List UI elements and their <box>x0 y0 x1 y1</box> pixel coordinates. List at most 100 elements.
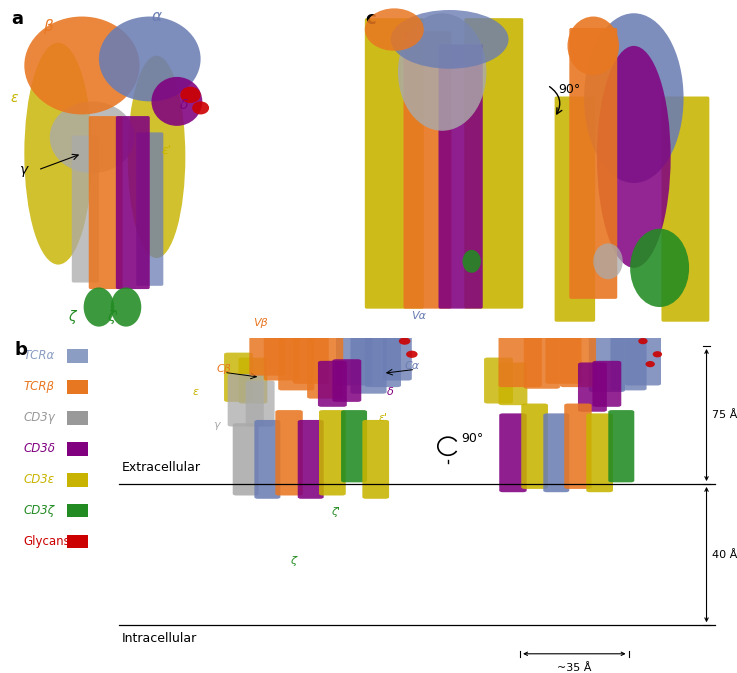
FancyBboxPatch shape <box>498 363 528 405</box>
Ellipse shape <box>181 87 200 103</box>
Ellipse shape <box>567 17 619 75</box>
Text: TCRα: TCRα <box>24 349 55 362</box>
FancyBboxPatch shape <box>71 136 99 283</box>
FancyBboxPatch shape <box>66 442 88 456</box>
FancyBboxPatch shape <box>319 410 346 495</box>
FancyBboxPatch shape <box>298 420 324 499</box>
FancyBboxPatch shape <box>66 411 88 425</box>
Text: ε: ε <box>10 91 18 105</box>
Ellipse shape <box>24 17 139 114</box>
Text: ζ': ζ' <box>107 310 118 324</box>
FancyBboxPatch shape <box>521 404 548 489</box>
FancyBboxPatch shape <box>589 330 625 392</box>
FancyBboxPatch shape <box>661 96 709 322</box>
FancyBboxPatch shape <box>565 404 592 489</box>
Text: CD3ζ: CD3ζ <box>24 504 55 517</box>
Text: 75 Å: 75 Å <box>712 410 737 420</box>
FancyBboxPatch shape <box>278 331 314 390</box>
Text: γ: γ <box>214 420 220 430</box>
Text: c: c <box>365 10 375 28</box>
Text: β: β <box>43 19 53 34</box>
Text: α: α <box>152 9 161 24</box>
FancyBboxPatch shape <box>66 534 88 548</box>
Ellipse shape <box>630 229 689 307</box>
FancyBboxPatch shape <box>365 328 401 387</box>
FancyBboxPatch shape <box>543 413 569 492</box>
FancyBboxPatch shape <box>233 423 259 495</box>
FancyBboxPatch shape <box>578 363 607 412</box>
FancyBboxPatch shape <box>336 323 372 386</box>
FancyBboxPatch shape <box>383 328 412 380</box>
FancyBboxPatch shape <box>365 18 424 309</box>
Text: ζ: ζ <box>68 310 75 324</box>
Text: 90°: 90° <box>461 431 483 444</box>
FancyBboxPatch shape <box>341 410 367 483</box>
Text: ζ: ζ <box>290 556 296 566</box>
Text: 90°: 90° <box>559 83 581 96</box>
FancyBboxPatch shape <box>404 31 451 309</box>
Ellipse shape <box>84 287 114 326</box>
FancyBboxPatch shape <box>439 44 483 309</box>
Ellipse shape <box>391 10 509 69</box>
Ellipse shape <box>99 17 200 102</box>
FancyBboxPatch shape <box>239 357 268 404</box>
Ellipse shape <box>152 77 202 126</box>
FancyBboxPatch shape <box>66 503 88 518</box>
Ellipse shape <box>365 8 424 50</box>
Text: Intracellular: Intracellular <box>122 633 197 645</box>
Ellipse shape <box>597 46 671 268</box>
FancyBboxPatch shape <box>593 361 621 406</box>
FancyBboxPatch shape <box>554 96 595 322</box>
FancyBboxPatch shape <box>66 349 88 363</box>
Text: Glycans: Glycans <box>24 534 70 548</box>
Text: CD3γ: CD3γ <box>24 411 55 424</box>
Ellipse shape <box>111 287 142 326</box>
FancyBboxPatch shape <box>307 336 343 398</box>
FancyBboxPatch shape <box>88 116 122 289</box>
FancyBboxPatch shape <box>228 374 264 427</box>
Text: ε: ε <box>192 387 198 397</box>
Ellipse shape <box>463 250 481 273</box>
Ellipse shape <box>638 338 648 345</box>
FancyBboxPatch shape <box>464 18 523 309</box>
Text: CD3δ: CD3δ <box>24 442 55 455</box>
FancyBboxPatch shape <box>545 331 581 384</box>
Ellipse shape <box>653 351 662 357</box>
FancyBboxPatch shape <box>66 380 88 394</box>
FancyBboxPatch shape <box>254 420 280 499</box>
Text: Cβ: Cβ <box>217 364 231 374</box>
FancyBboxPatch shape <box>363 420 389 499</box>
Ellipse shape <box>192 102 209 114</box>
FancyBboxPatch shape <box>224 353 253 402</box>
Text: ε': ε' <box>378 413 388 423</box>
FancyBboxPatch shape <box>318 361 347 406</box>
FancyBboxPatch shape <box>610 331 646 390</box>
FancyBboxPatch shape <box>245 380 275 427</box>
Ellipse shape <box>646 361 655 367</box>
Text: a: a <box>11 10 23 28</box>
Ellipse shape <box>398 13 486 131</box>
FancyBboxPatch shape <box>498 328 542 387</box>
Text: δ: δ <box>179 98 188 112</box>
FancyBboxPatch shape <box>569 28 617 299</box>
Text: Vβ: Vβ <box>253 318 268 328</box>
Text: CD3ε: CD3ε <box>24 473 55 486</box>
Ellipse shape <box>24 42 92 264</box>
FancyBboxPatch shape <box>484 357 513 404</box>
Text: ζ': ζ' <box>332 507 340 517</box>
Text: Extracellular: Extracellular <box>122 461 200 474</box>
FancyBboxPatch shape <box>608 410 635 483</box>
FancyBboxPatch shape <box>293 331 329 384</box>
FancyBboxPatch shape <box>276 410 303 495</box>
Ellipse shape <box>50 102 135 173</box>
Text: b: b <box>15 341 27 359</box>
FancyBboxPatch shape <box>116 116 150 289</box>
FancyBboxPatch shape <box>499 413 527 492</box>
FancyBboxPatch shape <box>625 330 661 386</box>
FancyBboxPatch shape <box>264 328 300 380</box>
Text: ε': ε' <box>161 144 172 157</box>
Ellipse shape <box>128 56 186 258</box>
Text: Cα: Cα <box>405 361 419 371</box>
Ellipse shape <box>406 351 418 358</box>
Text: Vα: Vα <box>411 312 427 322</box>
